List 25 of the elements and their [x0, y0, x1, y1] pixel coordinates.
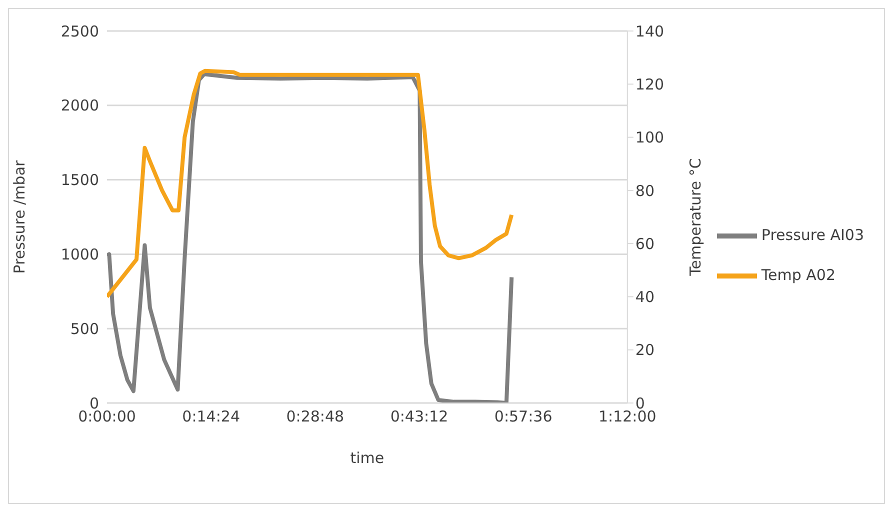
y2-tick-label: 20	[635, 341, 654, 360]
y2-tick-label: 80	[635, 182, 654, 200]
y-tick-label: 1500	[60, 171, 99, 190]
line-series	[107, 68, 514, 299]
y-tick-label: 500	[70, 320, 99, 338]
x-tick-label: 0:43:12	[390, 408, 448, 426]
x-tick-label: 0:14:24	[182, 408, 240, 426]
x-tick-label: 0:00:00	[78, 408, 136, 426]
x-tick-label: 1:12:00	[598, 408, 656, 426]
y2-tick-label: 60	[635, 234, 654, 253]
y-axis-title: Pressure /mbar	[10, 159, 28, 274]
y2-axis-title: Temperature °C	[686, 158, 705, 277]
legend-label: Temp A02	[761, 266, 836, 284]
x-tick-label: 0:28:48	[286, 408, 344, 426]
y2-tick-label: 140	[635, 22, 664, 40]
y-tick-label: 2500	[60, 22, 99, 40]
x-tick-label: 0:57:36	[494, 408, 552, 426]
line-series	[107, 72, 514, 403]
y2-tick-label: 100	[635, 128, 664, 147]
y2-tick-label: 40	[635, 288, 654, 306]
y-tick-label: 2000	[60, 96, 99, 115]
y2-tick-label: 120	[635, 75, 664, 94]
x-axis-title: time	[350, 449, 384, 467]
legend-label: Pressure AI03	[761, 226, 864, 244]
y-tick-label: 1000	[60, 246, 99, 264]
